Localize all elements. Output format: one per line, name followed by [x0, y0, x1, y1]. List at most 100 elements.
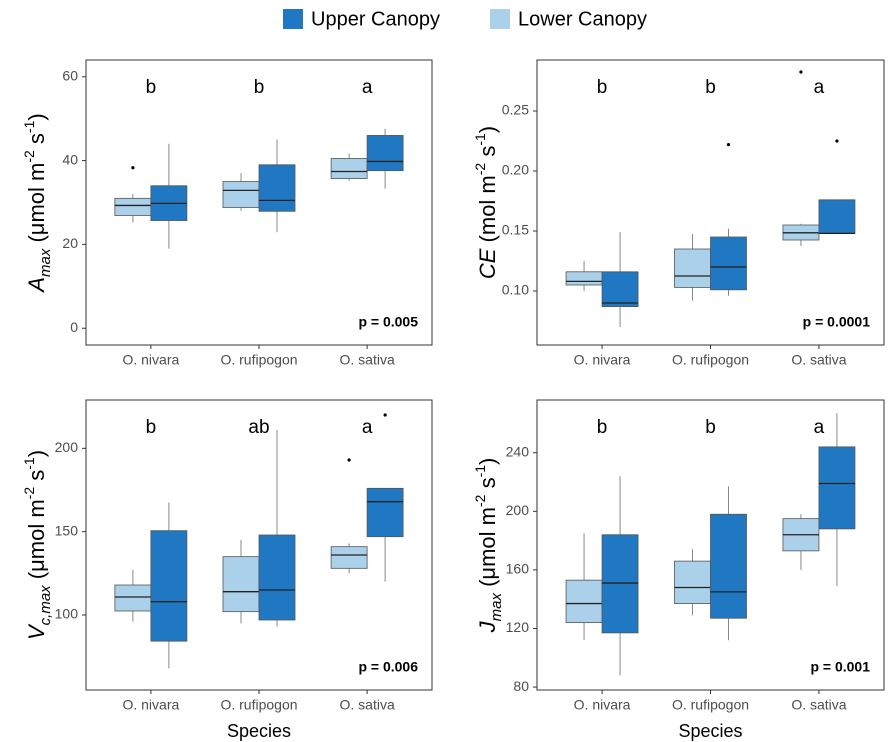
y-axis-label-part: c,max	[37, 585, 54, 626]
box	[330, 158, 368, 180]
y-axis-label: CE (mol m-2 s-1)	[472, 126, 500, 279]
p-value: p = 0.006	[358, 659, 418, 675]
x-axis-label: Species	[227, 721, 291, 741]
y-axis-label-part: s	[24, 470, 49, 487]
outlier	[726, 143, 731, 147]
y-axis-label-part: -2	[472, 494, 488, 507]
x-tick-label: O. rufipogon	[220, 697, 297, 713]
y-axis-label-part: s	[475, 477, 500, 494]
significance-letter: ab	[248, 417, 269, 438]
y-tick-label: 80	[513, 678, 529, 694]
y-axis-label-part: -2	[21, 150, 37, 163]
y-axis-label-part: )	[475, 126, 500, 133]
x-tick-label: O. sativa	[340, 697, 395, 713]
y-tick-label: 0	[70, 319, 78, 335]
box	[565, 271, 603, 286]
box	[114, 584, 152, 612]
x-tick-label: O. nivara	[122, 352, 179, 368]
y-tick-label: 0.25	[502, 102, 529, 118]
y-axis-label: Vc,max (μmol m-2 s-1)	[21, 450, 55, 640]
box	[818, 446, 856, 530]
x-tick-label: O. rufipogon	[672, 352, 749, 368]
significance-letter: a	[814, 417, 825, 438]
box	[601, 271, 639, 307]
y-tick-label: 0.20	[502, 162, 529, 178]
box	[601, 534, 639, 634]
y-axis-label-part: -2	[21, 487, 37, 500]
y-tick-label: 200	[506, 502, 530, 518]
box	[222, 556, 260, 613]
significance-letter: a	[814, 77, 825, 98]
p-value: p = 0.001	[810, 659, 870, 675]
y-axis-label-part: s	[24, 133, 49, 150]
y-axis-label-part: s	[475, 146, 500, 163]
outlier	[383, 413, 387, 417]
box	[674, 248, 711, 288]
box	[258, 534, 296, 621]
y-tick-label: 60	[62, 67, 78, 83]
box	[366, 135, 404, 172]
y-axis-label-part: )	[24, 113, 49, 120]
box	[565, 579, 603, 624]
y-tick-label: 0.15	[502, 222, 529, 238]
legend-label: Upper Canopy	[311, 8, 440, 30]
y-tick-label: 160	[506, 561, 530, 577]
y-axis-label: Amax (μmol m-2 s-1)	[21, 113, 55, 293]
y-tick-label: 20	[62, 235, 78, 251]
significance-letter: a	[362, 417, 373, 438]
y-axis-label-part: )	[24, 450, 49, 457]
significance-letter: b	[597, 417, 608, 438]
y-tick-label: 150	[55, 522, 79, 538]
y-axis-label-part: -1	[472, 133, 488, 146]
y-axis-label-part: J	[475, 620, 500, 633]
significance-letter: b	[146, 417, 157, 438]
y-axis-label-part: -1	[21, 457, 37, 470]
significance-letter: a	[362, 77, 373, 98]
box	[150, 530, 188, 642]
y-axis-label-part: V	[24, 623, 49, 640]
y-axis-label-part: CE	[475, 248, 500, 279]
box	[366, 487, 404, 538]
x-tick-label: O. rufipogon	[672, 697, 749, 713]
significance-letter: b	[254, 77, 265, 98]
outlier	[347, 458, 351, 462]
box	[330, 546, 368, 569]
y-axis-label-part: max	[37, 248, 54, 277]
box	[674, 560, 711, 604]
legend-label: Lower Canopy	[518, 8, 647, 30]
box	[222, 181, 260, 208]
x-tick-label: O. sativa	[340, 352, 395, 368]
box	[258, 164, 296, 212]
outlier	[835, 139, 839, 143]
y-axis-label-part: -2	[472, 163, 488, 176]
significance-letter: b	[597, 77, 608, 98]
x-tick-label: O. nivara	[574, 352, 631, 368]
legend-swatch	[490, 9, 510, 29]
significance-letter: b	[146, 77, 157, 98]
outlier	[799, 70, 803, 74]
y-axis-label-part: max	[488, 593, 505, 622]
y-tick-label: 40	[62, 151, 78, 167]
x-tick-label: O. sativa	[791, 352, 846, 368]
x-tick-label: O. sativa	[791, 697, 846, 713]
y-tick-label: 120	[506, 619, 530, 635]
y-axis-label-part: (mol m	[475, 175, 500, 248]
p-value: p = 0.0001	[803, 314, 871, 330]
x-tick-label: O. nivara	[574, 697, 631, 713]
significance-letter: b	[705, 417, 716, 438]
y-tick-label: 100	[55, 606, 79, 622]
y-tick-label: 0.10	[502, 282, 529, 298]
significance-letter: b	[705, 77, 716, 98]
x-axis-label: Species	[678, 721, 742, 741]
x-tick-label: O. nivara	[122, 697, 179, 713]
y-axis-label-part: (μmol m	[24, 163, 49, 249]
box	[114, 197, 152, 216]
y-axis-label-part: -1	[21, 120, 37, 133]
p-value: p = 0.005	[358, 314, 418, 330]
y-tick-label: 200	[55, 439, 79, 455]
y-axis-label-part: A	[24, 277, 49, 294]
y-tick-label: 240	[506, 443, 530, 459]
box	[818, 199, 856, 234]
y-axis-label-part: (μmol m	[475, 507, 500, 593]
